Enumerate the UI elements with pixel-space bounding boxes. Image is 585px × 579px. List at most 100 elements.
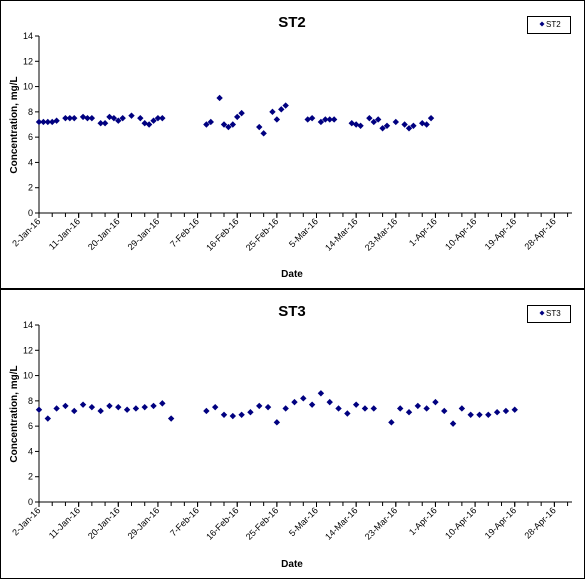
data-point: [238, 109, 245, 117]
y-tick-label: 14: [23, 31, 33, 41]
data-point: [423, 405, 430, 412]
data-point: [66, 114, 74, 122]
data-point: [88, 403, 96, 411]
data-point: [150, 402, 157, 410]
data-point: [159, 400, 166, 407]
data-point: [145, 121, 153, 128]
y-tick-label: 6: [28, 132, 33, 142]
data-point: [405, 125, 413, 132]
y-tick-label: 10: [23, 371, 33, 381]
data-point: [225, 123, 232, 131]
data-point: [49, 118, 56, 126]
data-point: [211, 403, 219, 411]
x-axis-label: Date: [281, 269, 303, 280]
legend-box: [527, 16, 571, 34]
data-point: [88, 114, 96, 122]
data-point: [40, 118, 47, 126]
data-point: [62, 114, 69, 122]
data-point: [467, 411, 474, 418]
data-point: [388, 419, 395, 426]
data-point: [220, 411, 228, 418]
y-tick-label: 12: [23, 56, 33, 66]
data-point: [366, 114, 373, 122]
data-point: [71, 407, 78, 415]
data-point: [374, 116, 382, 123]
y-tick-label: 10: [23, 82, 33, 92]
data-point: [71, 114, 78, 122]
data-point: [476, 411, 483, 418]
data-point: [485, 411, 492, 418]
y-tick-label: 12: [23, 345, 33, 355]
data-point: [97, 120, 104, 127]
data-point: [383, 122, 391, 129]
data-point: [256, 402, 263, 410]
y-tick-label: 4: [28, 446, 33, 456]
y-tick-label: 2: [28, 183, 33, 193]
data-point: [335, 405, 342, 412]
data-point: [154, 114, 162, 122]
data-point: [401, 121, 408, 128]
data-point: [379, 125, 386, 132]
data-point: [229, 121, 237, 128]
chart-title: ST2: [278, 14, 306, 31]
data-point: [423, 121, 430, 128]
data-point: [458, 405, 466, 412]
data-point: [405, 409, 413, 416]
y-tick-label: 4: [28, 157, 33, 167]
y-tick-label: 0: [28, 208, 33, 218]
data-point: [330, 116, 338, 123]
chart-title: ST3: [278, 303, 306, 320]
data-point: [167, 415, 175, 422]
data-point: [282, 102, 289, 109]
data-point: [502, 407, 510, 415]
legend-label: ST2: [546, 20, 561, 29]
data-point: [317, 390, 325, 397]
data-point: [97, 407, 104, 415]
data-point: [110, 114, 118, 122]
data-point: [322, 116, 329, 123]
data-point: [308, 401, 316, 408]
legend-label: ST3: [546, 309, 561, 318]
legend: ST2: [527, 16, 571, 34]
data-point: [449, 420, 457, 427]
data-point: [150, 117, 157, 124]
data-point: [511, 406, 518, 413]
y-tick-label: 8: [28, 107, 33, 117]
data-point: [493, 409, 501, 416]
data-point: [115, 403, 122, 411]
data-point: [392, 118, 400, 126]
data-point: [106, 402, 113, 410]
y-tick-label: 6: [28, 421, 33, 431]
data-point: [441, 407, 448, 415]
legend-diamond-icon: [539, 310, 545, 316]
data-point: [308, 114, 316, 122]
x-axis-label: Date: [281, 559, 303, 570]
data-point: [410, 122, 417, 129]
legend-diamond-icon: [539, 21, 545, 27]
data-point: [53, 117, 60, 124]
data-point: [357, 122, 364, 129]
data-point: [119, 114, 126, 122]
data-point: [300, 395, 307, 402]
data-point: [317, 118, 325, 126]
data-point: [123, 406, 131, 413]
data-point: [132, 405, 140, 412]
data-point: [128, 112, 135, 119]
data-point: [101, 120, 109, 127]
data-point: [53, 405, 60, 412]
data-point: [203, 407, 210, 415]
data-point: [264, 403, 272, 411]
data-point: [220, 121, 228, 128]
data-point: [427, 114, 435, 122]
data-point: [35, 406, 43, 413]
y-tick-label: 8: [28, 396, 33, 406]
legend: ST3: [527, 305, 571, 323]
data-point: [84, 114, 91, 122]
data-point: [44, 415, 52, 422]
data-point: [141, 403, 148, 411]
data-point: [207, 118, 214, 126]
data-point: [432, 398, 439, 406]
y-axis-label: Concentration, mg/L: [9, 76, 20, 173]
data-point: [137, 114, 144, 122]
